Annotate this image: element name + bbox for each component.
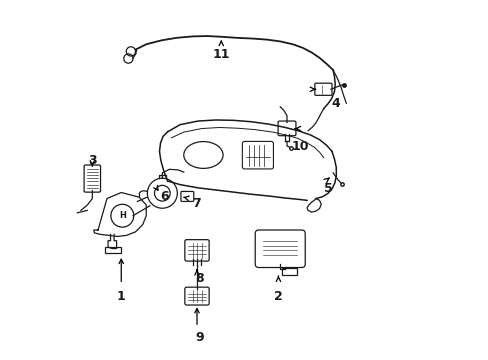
Bar: [282, 268, 296, 275]
Text: 7: 7: [191, 197, 200, 210]
Text: 5: 5: [324, 183, 332, 195]
Text: 2: 2: [273, 289, 282, 303]
Text: 8: 8: [195, 272, 204, 285]
Text: H: H: [119, 211, 125, 220]
Text: 6: 6: [160, 190, 168, 203]
Text: 3: 3: [88, 154, 97, 167]
Text: 4: 4: [330, 97, 339, 110]
Text: 10: 10: [290, 140, 308, 153]
Text: 1: 1: [117, 289, 125, 303]
Text: 9: 9: [195, 331, 204, 344]
Text: 11: 11: [212, 49, 229, 62]
Bar: [105, 247, 121, 253]
